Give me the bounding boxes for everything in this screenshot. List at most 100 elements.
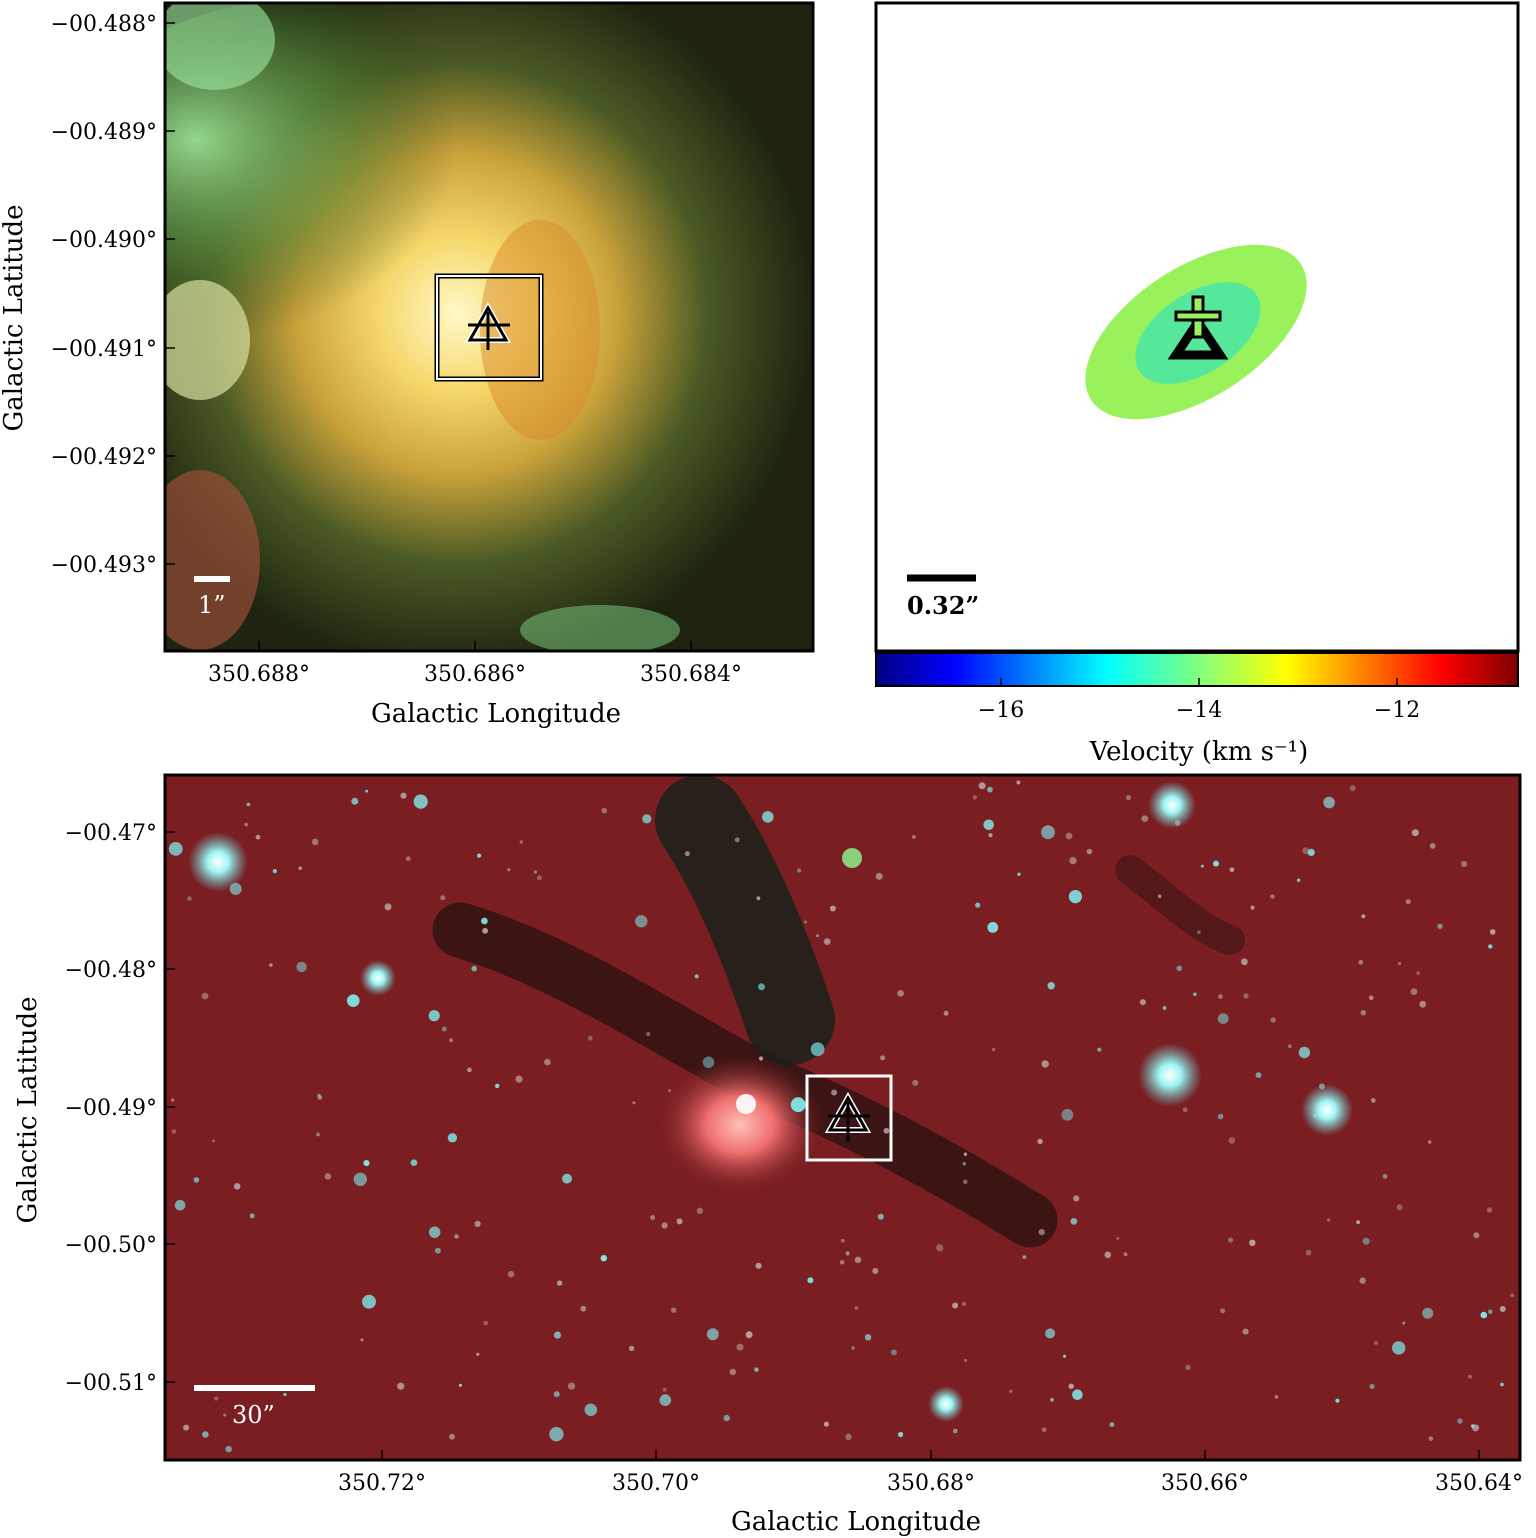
b-star [702,1056,715,1069]
b-star [628,1345,635,1352]
b-y-tick-label: −00.49° [65,1096,157,1121]
b-star [983,819,994,831]
b-star [758,1056,764,1061]
b-bright-star [188,832,248,892]
b-star [758,983,765,991]
tl-y-tick-label: −00.492° [51,445,157,470]
b-star [1410,988,1418,995]
b-star [1274,1395,1279,1399]
b-star [255,834,261,840]
b-star [1486,1207,1493,1213]
b-star [1176,965,1183,972]
b-star [872,1268,879,1274]
b-star [225,1445,232,1453]
b-star [897,990,904,997]
b-star [840,1238,845,1243]
colorbar-tick-label: −14 [1176,698,1222,723]
b-star [1050,1398,1054,1402]
b-star [447,1133,458,1143]
b-star [890,1349,897,1356]
b-star [556,1280,563,1286]
b-star [562,1173,572,1184]
b-star [1500,1382,1504,1387]
b-star [553,1331,562,1339]
b-star [1499,1306,1506,1312]
b-star [991,1047,996,1052]
b-y-axis-label: Galactic Latitude [13,997,43,1224]
b-star [684,851,690,857]
b-star [1402,1321,1406,1325]
b-star [536,875,542,881]
b-star [823,1421,830,1427]
b-star [410,1159,418,1166]
tl-y-tick-label: −00.489° [51,120,157,145]
b-star [632,1101,636,1105]
b-star [963,1179,968,1185]
b-star [962,1162,966,1166]
b-star [1041,825,1055,840]
b-star [1307,848,1315,857]
b-star [1437,923,1443,930]
b-star [883,1127,890,1134]
tl-maser-marker-icon [464,301,512,350]
b-x-tick-label: 350.72° [338,1471,426,1496]
b-star [936,1244,944,1252]
b-star [365,789,369,793]
b-star [1241,958,1248,966]
b-star [975,902,981,908]
b-star [1213,860,1219,867]
b-star [912,1079,919,1086]
b-star [347,994,360,1007]
b-star [1419,1000,1427,1008]
b-star [454,1234,459,1239]
b-star [696,1207,704,1215]
tl-green-corner [165,3,275,90]
b-star [187,896,192,901]
b-star [1392,1341,1406,1355]
b-star [762,811,774,823]
b-star [961,1301,967,1306]
b-star [1480,1311,1488,1319]
tl-red-corner [165,470,260,650]
b-star [1063,1354,1066,1358]
b-star [1072,1389,1083,1400]
b-star [1229,867,1235,873]
colorbar [875,652,1519,687]
b-star [168,842,183,856]
b-star [978,782,986,790]
b-star [963,1152,968,1156]
b-star [1288,1044,1292,1048]
b-star [1037,1138,1043,1145]
b-star [723,1414,730,1422]
b-frame [163,773,1522,1462]
b-star [298,866,303,871]
b-star [1228,1137,1236,1144]
b-star [283,1392,287,1397]
b-star [507,868,511,872]
b-star [1374,1341,1378,1345]
b-star [1335,1398,1340,1403]
b-star [1104,1251,1112,1259]
bottom-wide-field-panel: 30” −00.47° −00.48° −00.49° −00.50° −00.… [13,773,1523,1537]
b-star [1109,1422,1115,1427]
b-star [1473,1232,1480,1239]
b-x-ticks [381,1450,1480,1460]
b-star [435,1247,441,1254]
b-star [413,794,428,809]
b-star [1016,780,1021,785]
b-star [1382,1174,1388,1179]
b-dark-cloud [655,775,835,1065]
b-star [1249,1239,1256,1247]
b-star [831,1089,838,1096]
b-star [1358,959,1364,965]
b-star [212,1139,215,1143]
b-star [875,872,883,880]
b-bright-star [1138,1043,1202,1107]
tl-x-ticks [258,641,692,651]
tl-green-bottom [520,605,680,651]
b-star [174,1199,186,1211]
b-dark-lane [1115,855,1245,955]
b-star [745,1331,753,1339]
b-star [476,1352,480,1356]
b-star [898,1431,904,1438]
